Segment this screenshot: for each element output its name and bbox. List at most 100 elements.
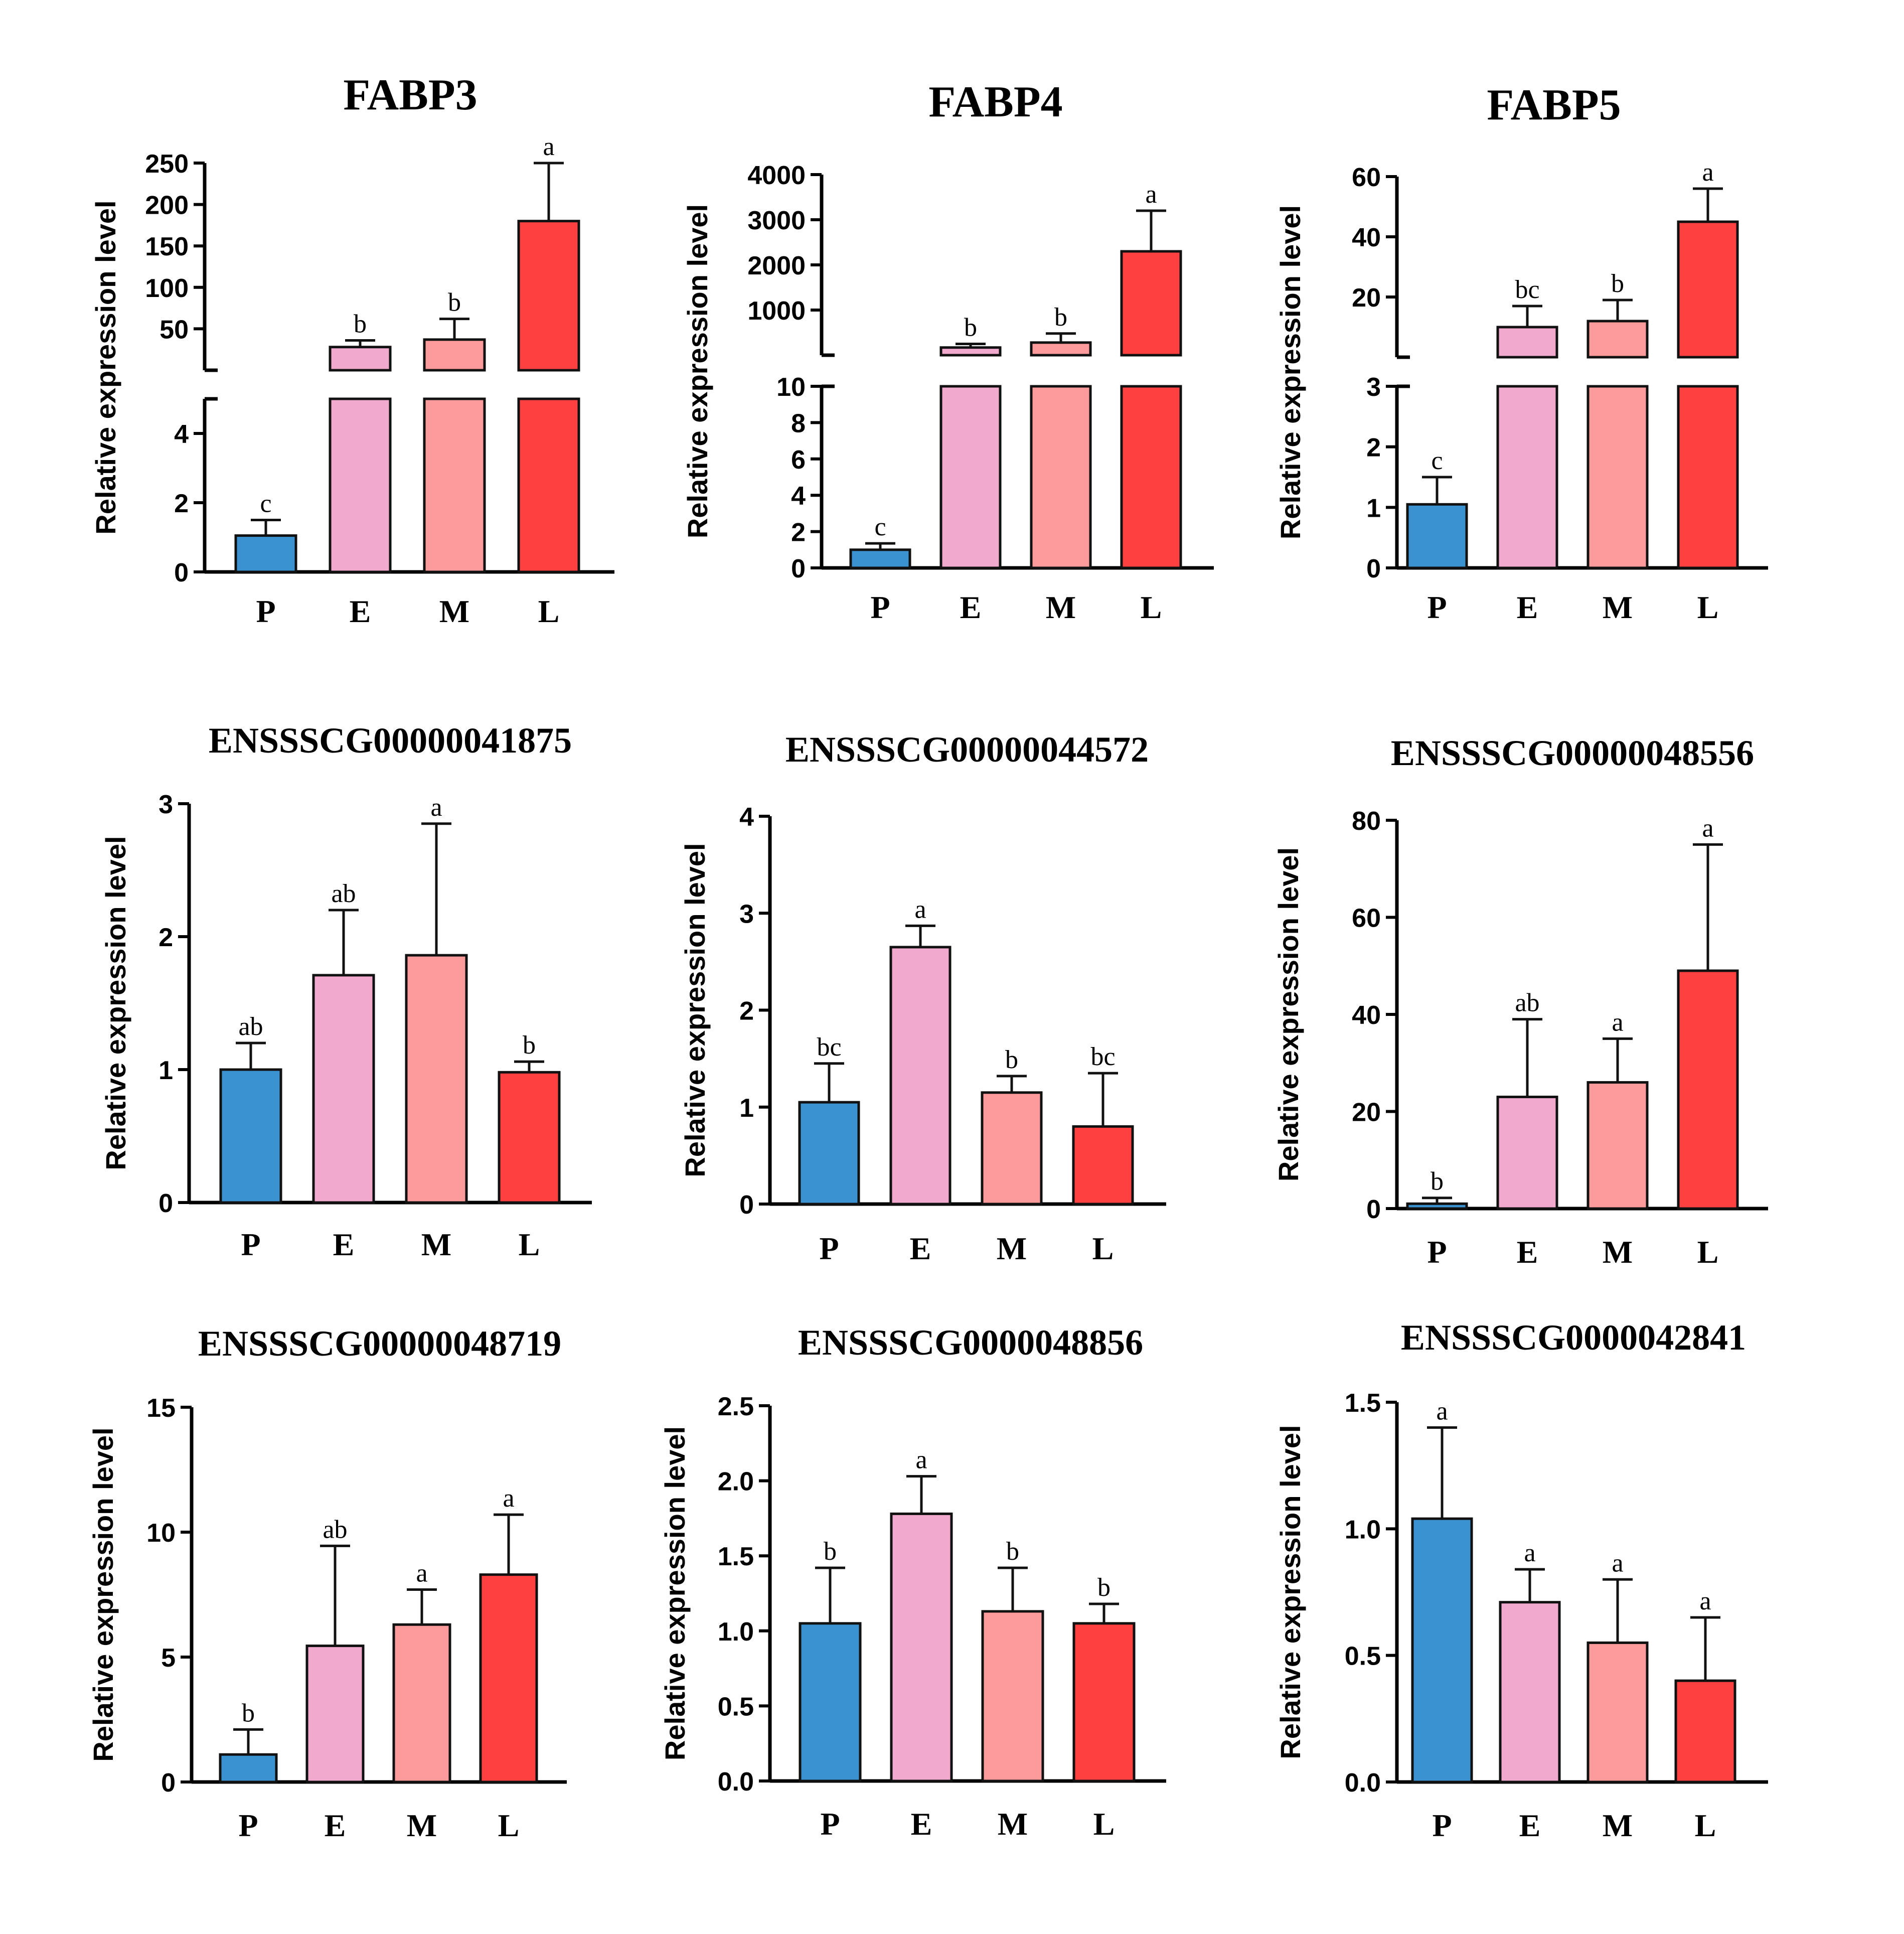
- significance-label: bc: [1090, 1043, 1115, 1071]
- x-tick-label: P: [819, 1231, 839, 1266]
- y-axis-label: Relative expression level: [90, 200, 121, 534]
- bar-E: [1496, 326, 1558, 359]
- significance-label: b: [1006, 1537, 1019, 1566]
- significance-label: a: [416, 1559, 427, 1588]
- y-tick-label: 10: [146, 1519, 176, 1548]
- significance-label: bc: [1515, 275, 1539, 304]
- chart-2: FABP5 Relative expression level 0 1 2 3 20 40 60…: [1275, 81, 1768, 625]
- x-tick-label: L: [1092, 1231, 1114, 1266]
- chart-0: FABP3 Relative expression level 0 2 4 50 100 15…: [90, 71, 614, 629]
- significance-label: a: [430, 793, 442, 822]
- bar-L: [1677, 220, 1739, 359]
- significance-label: b: [824, 1537, 837, 1566]
- y-tick-label: 250: [145, 150, 189, 179]
- significance-label: b: [1611, 269, 1624, 298]
- y-tick-label: 20: [1352, 283, 1381, 313]
- bar-P: [798, 1101, 860, 1206]
- bar-P: [1406, 1202, 1468, 1210]
- bar-M: [423, 338, 486, 372]
- bar-E: [890, 1512, 953, 1782]
- bar-E: [939, 346, 1002, 357]
- chart-4: ENSSSCG00000044572 Relative expression le…: [679, 729, 1166, 1266]
- x-tick-label: M: [439, 593, 469, 629]
- bar-L: [1120, 250, 1182, 357]
- y-tick-label: 8: [791, 409, 806, 438]
- y-tick-label: 1.0: [1345, 1515, 1381, 1544]
- y-axis-label: Relative expression level: [1275, 1425, 1306, 1759]
- y-tick-label: 2: [791, 518, 806, 547]
- x-tick-label: E: [910, 1231, 931, 1266]
- x-tick-label: M: [1603, 589, 1633, 625]
- x-tick-label: M: [1603, 1234, 1633, 1270]
- bar-M: [1586, 1081, 1649, 1210]
- y-tick-label: 2: [739, 997, 754, 1026]
- x-tick-label: P: [1427, 1234, 1447, 1270]
- x-tick-label: E: [1517, 1234, 1538, 1270]
- chart-3: ENSSSCG00000041875 Relative expression le…: [100, 720, 592, 1262]
- axis-break-gap: [1585, 359, 1650, 385]
- y-tick-label: 2.0: [718, 1467, 754, 1497]
- significance-label: a: [1145, 180, 1157, 209]
- y-tick-label: 10: [776, 373, 806, 402]
- y-tick-label: 0: [158, 1189, 173, 1218]
- bar-E: [1496, 1095, 1558, 1210]
- y-tick-label: 4: [174, 420, 189, 449]
- significance-label: b: [1431, 1167, 1444, 1196]
- significance-label: c: [260, 490, 271, 518]
- axis-break-gap: [327, 372, 393, 397]
- bar-L: [517, 220, 580, 372]
- bar-P: [234, 534, 297, 573]
- x-tick-label: P: [1427, 589, 1447, 625]
- x-tick-label: E: [350, 593, 371, 629]
- y-tick-label: 0.5: [1345, 1642, 1381, 1671]
- bar-L: [1120, 385, 1182, 569]
- significance-label: ab: [331, 879, 356, 908]
- y-tick-label: 1.0: [718, 1617, 754, 1647]
- y-tick-label: 100: [145, 274, 189, 303]
- chart-title: ENSSSCG00000041875: [209, 720, 572, 761]
- bar-P: [849, 548, 911, 569]
- x-tick-label: L: [538, 593, 560, 629]
- significance-label: a: [1436, 1397, 1448, 1425]
- bar-E: [889, 946, 951, 1206]
- y-tick-label: 15: [146, 1394, 176, 1423]
- chart-title: FABP3: [343, 71, 477, 119]
- chart-7: ENSSSCG0000048856 Relative expression lev…: [659, 1322, 1166, 1842]
- y-tick-label: 3: [1366, 373, 1381, 402]
- significance-label: ab: [1515, 989, 1539, 1017]
- y-tick-label: 1000: [747, 296, 806, 326]
- y-tick-label: 1.5: [718, 1542, 754, 1571]
- x-tick-label: L: [1093, 1806, 1115, 1842]
- bar-L: [498, 1071, 561, 1204]
- y-tick-label: 3: [739, 900, 754, 929]
- significance-label: b: [523, 1031, 536, 1060]
- significance-label: a: [1702, 158, 1713, 187]
- bar-M: [405, 954, 468, 1204]
- significance-label: a: [1702, 814, 1713, 842]
- y-tick-label: 4: [739, 803, 754, 832]
- y-tick-label: 0: [739, 1191, 754, 1220]
- y-tick-label: 2.5: [718, 1392, 754, 1421]
- x-tick-label: P: [241, 1227, 260, 1262]
- bar-L: [1072, 1125, 1134, 1206]
- significance-label: b: [1097, 1573, 1110, 1602]
- y-tick-label: 1: [1366, 494, 1381, 523]
- x-tick-label: L: [1697, 1234, 1719, 1270]
- y-tick-label: 0.0: [1345, 1768, 1381, 1798]
- bar-P: [219, 1753, 278, 1783]
- chart-title: ENSSSCG00000044572: [785, 729, 1149, 770]
- bar-L: [517, 397, 580, 573]
- significance-label: a: [1699, 1587, 1711, 1615]
- y-tick-label: 4: [791, 482, 806, 511]
- bar-L: [1677, 969, 1739, 1210]
- x-tick-label: E: [911, 1806, 932, 1842]
- axis-break-gap: [421, 372, 488, 397]
- bar-E: [312, 974, 375, 1204]
- x-tick-label: P: [870, 589, 890, 625]
- x-tick-label: L: [1141, 589, 1162, 625]
- y-tick-label: 200: [145, 191, 189, 220]
- y-tick-label: 1: [158, 1056, 173, 1085]
- y-tick-label: 0: [791, 554, 806, 583]
- y-tick-label: 50: [160, 315, 189, 344]
- y-tick-label: 0.5: [718, 1692, 754, 1721]
